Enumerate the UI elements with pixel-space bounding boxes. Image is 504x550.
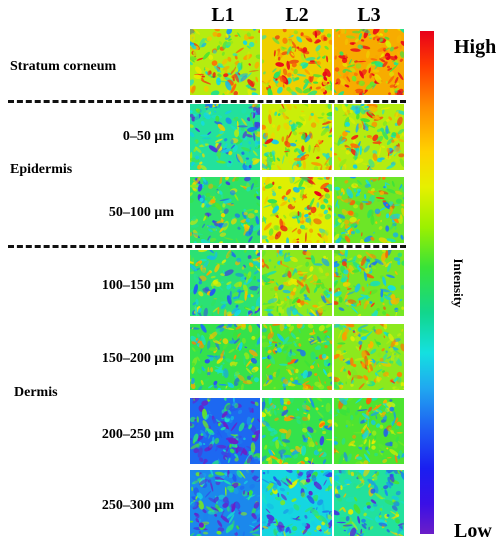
column-header-l1: L1 xyxy=(211,4,235,26)
tile-4-l1 xyxy=(190,250,260,316)
colorbar-high-label: High xyxy=(454,36,497,58)
separator-stratum-epidermis xyxy=(8,100,406,103)
tile-6-l3 xyxy=(334,398,404,464)
colorbar-title: Intensity xyxy=(451,258,466,308)
tile-6-l2 xyxy=(262,398,332,464)
tile-4-l2 xyxy=(262,250,332,316)
tile-3-l2 xyxy=(262,177,332,243)
intensity-colorbar xyxy=(420,31,434,534)
depth-label-200-250: 200–250 μm xyxy=(101,427,174,442)
depth-label-150-200: 150–200 μm xyxy=(101,351,174,366)
section-label-dermis: Dermis xyxy=(14,385,58,400)
colorbar-low-label: Low xyxy=(454,520,492,542)
tile-1-l1 xyxy=(190,29,260,95)
tile-2-l2 xyxy=(262,104,332,170)
tile-4-l3 xyxy=(334,250,404,316)
tile-2-l3 xyxy=(334,104,404,170)
column-header-l3: L3 xyxy=(357,4,381,26)
depth-label-50-100: 50–100 μm xyxy=(108,205,174,220)
tile-5-l3 xyxy=(334,324,404,390)
separator-epidermis-dermis xyxy=(8,245,406,248)
tile-7-l2 xyxy=(262,470,332,536)
tile-7-l3 xyxy=(334,470,404,536)
column-header-l2: L2 xyxy=(285,4,309,26)
tile-3-l1 xyxy=(190,177,260,243)
depth-label-100-150: 100–150 μm xyxy=(101,278,174,293)
tile-5-l2 xyxy=(262,324,332,390)
tile-1-l2 xyxy=(262,29,332,95)
tile-1-l3 xyxy=(334,29,404,95)
tile-2-l1 xyxy=(190,104,260,170)
depth-label-250-300: 250–300 μm xyxy=(101,498,174,513)
tile-6-l1 xyxy=(190,398,260,464)
tile-3-l3 xyxy=(334,177,404,243)
section-label-epidermis: Epidermis xyxy=(10,162,73,177)
tile-5-l1 xyxy=(190,324,260,390)
depth-label-0-50: 0–50 μm xyxy=(122,129,174,144)
tile-7-l1 xyxy=(190,470,260,536)
section-label-stratum-corneum: Stratum corneum xyxy=(10,59,117,74)
